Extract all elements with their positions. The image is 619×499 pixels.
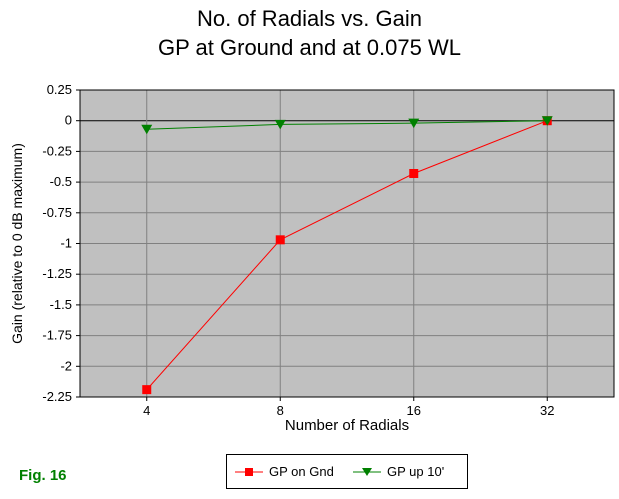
y-tick-label: -2 [60, 358, 72, 373]
data-point-triangle [274, 119, 286, 130]
plot-frame [79, 89, 615, 398]
legend-swatch-triangle [353, 468, 381, 476]
y-axis-label: Gain (relative to 0 dB maximum) [9, 143, 25, 344]
x-axis-label: Number of Radials [285, 417, 409, 434]
legend-label-gp-up-10: GP up 10' [387, 464, 445, 479]
chart-legend: GP on Gnd GP up 10' [226, 454, 468, 489]
x-tick-label: 16 [407, 403, 421, 418]
y-tick-label: -0.5 [50, 174, 72, 189]
x-tick-label: 32 [540, 403, 554, 418]
series-line-0 [146, 120, 548, 390]
data-point-triangle [408, 118, 420, 129]
y-tick-label: -1.25 [42, 266, 72, 281]
y-tick-label: -0.25 [42, 143, 72, 158]
y-tick-label: -1 [60, 236, 72, 251]
y-tick-label: -1.75 [42, 328, 72, 343]
chart-title-line-2: GP at Ground and at 0.075 WL [158, 35, 461, 60]
y-tick-label: 0 [65, 113, 72, 128]
x-tick-label: 4 [143, 403, 150, 418]
series-line-1 [146, 120, 548, 130]
x-tick-label: 8 [277, 403, 284, 418]
data-point-square [142, 385, 152, 395]
chart-title-line-1: No. of Radials vs. Gain [197, 6, 422, 31]
data-point-triangle [541, 116, 553, 126]
data-point-square [409, 169, 419, 179]
y-tick-label: 0.25 [47, 82, 72, 97]
data-point-square [275, 235, 285, 245]
figure-label: Fig. 16 [19, 467, 67, 484]
y-tick-label: -2.25 [42, 389, 72, 404]
y-tick-label: -0.75 [42, 205, 72, 220]
legend-swatch-square [235, 468, 263, 476]
legend-label-gp-on-gnd: GP on Gnd [269, 464, 334, 479]
data-point-triangle [141, 124, 153, 135]
y-tick-label: -1.5 [50, 297, 72, 312]
